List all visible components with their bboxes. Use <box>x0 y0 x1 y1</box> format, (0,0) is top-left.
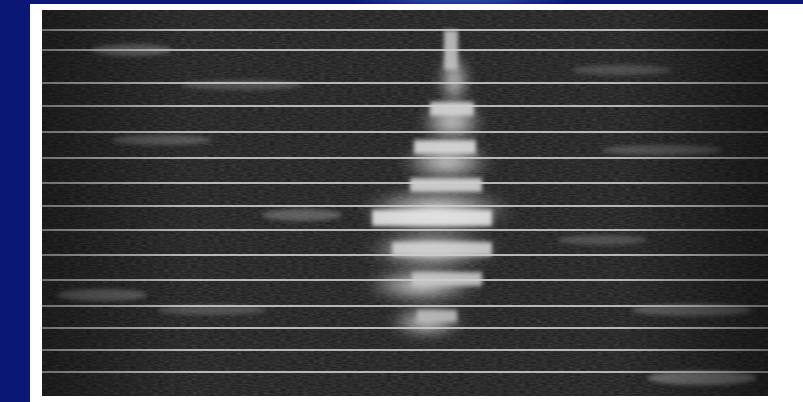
edge-vignette <box>42 10 768 396</box>
gel-photograph <box>42 10 768 396</box>
